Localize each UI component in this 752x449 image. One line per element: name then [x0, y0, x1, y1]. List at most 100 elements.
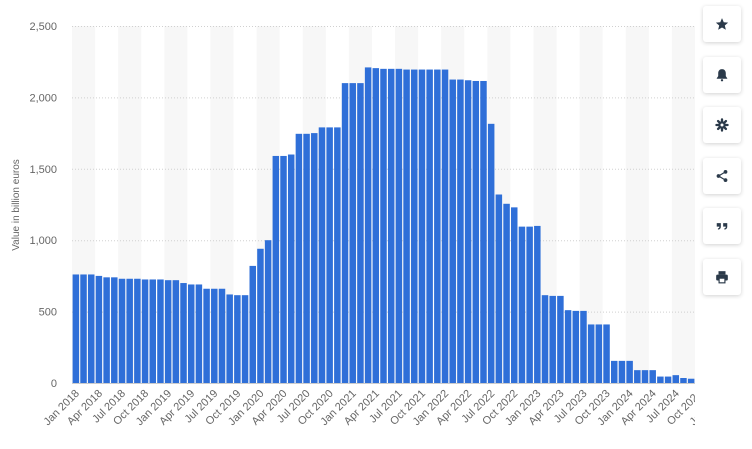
bar[interactable] [211, 288, 218, 383]
favorite-button[interactable] [703, 6, 741, 42]
bar[interactable] [564, 310, 572, 383]
bar[interactable] [495, 194, 503, 384]
bar[interactable] [649, 370, 656, 383]
bar[interactable] [618, 360, 626, 383]
bar[interactable] [526, 226, 533, 383]
bar[interactable] [672, 375, 680, 383]
bar[interactable] [395, 68, 403, 383]
bar[interactable] [249, 265, 256, 383]
bar[interactable] [557, 295, 564, 383]
bar[interactable] [480, 80, 487, 383]
bar[interactable] [234, 295, 241, 383]
notification-button[interactable] [703, 56, 741, 93]
bar[interactable] [434, 69, 441, 384]
bar[interactable] [364, 67, 372, 383]
bar[interactable] [657, 376, 664, 383]
bar[interactable] [441, 69, 449, 384]
bar[interactable] [457, 79, 464, 384]
bar[interactable] [272, 155, 280, 383]
bar[interactable] [226, 294, 233, 383]
printer-icon [716, 271, 728, 284]
bar[interactable] [464, 80, 472, 383]
bar[interactable] [164, 280, 172, 383]
bar[interactable] [572, 310, 580, 383]
bar[interactable] [518, 226, 526, 383]
bar[interactable] [334, 127, 341, 383]
bar[interactable] [626, 360, 633, 383]
bar[interactable] [664, 376, 672, 383]
share-button[interactable] [703, 157, 741, 194]
bar[interactable] [595, 324, 603, 383]
background-band [671, 26, 695, 383]
y-tick-label: 1,500 [29, 164, 57, 176]
y-tick-label: 0 [51, 378, 57, 390]
bar[interactable] [149, 279, 156, 383]
bar[interactable] [587, 324, 595, 383]
bar[interactable] [218, 288, 226, 383]
bar[interactable] [72, 274, 80, 383]
bar[interactable] [411, 69, 418, 384]
background-band [579, 26, 603, 383]
bar[interactable] [195, 284, 203, 383]
bar[interactable] [418, 69, 426, 384]
bar[interactable] [264, 240, 272, 383]
bar[interactable] [311, 133, 318, 383]
y-tick-label: 2,000 [29, 92, 57, 104]
bar[interactable] [680, 378, 687, 383]
bar[interactable] [511, 207, 518, 383]
cite-button[interactable] [703, 208, 741, 245]
bar[interactable] [103, 277, 110, 383]
bar[interactable] [241, 295, 249, 383]
bar[interactable] [280, 155, 287, 383]
bar[interactable] [203, 288, 210, 383]
bar[interactable] [634, 370, 641, 383]
bar[interactable] [403, 69, 410, 384]
bars [72, 67, 695, 384]
bar[interactable] [687, 378, 695, 383]
bar[interactable] [134, 278, 141, 383]
bar[interactable] [372, 68, 380, 383]
bar[interactable] [141, 279, 149, 383]
bar[interactable] [641, 370, 649, 383]
bar[interactable] [318, 127, 326, 383]
bar[interactable] [172, 280, 180, 383]
bar[interactable] [80, 274, 87, 383]
bar[interactable] [611, 360, 618, 383]
bar[interactable] [180, 283, 187, 383]
bar[interactable] [380, 68, 387, 383]
bar[interactable] [126, 278, 133, 383]
bar[interactable] [111, 277, 118, 383]
bar[interactable] [287, 154, 295, 383]
bar[interactable] [295, 133, 303, 383]
bar[interactable] [341, 83, 349, 384]
bar[interactable] [426, 69, 433, 384]
bar[interactable] [387, 68, 395, 383]
bar[interactable] [357, 83, 364, 384]
bar[interactable] [349, 83, 356, 384]
print-button[interactable] [703, 258, 741, 295]
bar[interactable] [534, 225, 541, 383]
bar[interactable] [157, 279, 164, 383]
bar[interactable] [257, 248, 264, 383]
bar[interactable] [487, 123, 495, 383]
bar[interactable] [541, 295, 549, 383]
bar[interactable] [87, 274, 95, 383]
bar[interactable] [187, 284, 195, 383]
bar[interactable] [118, 278, 126, 383]
y-axis-label: Value in billion euros [11, 159, 22, 251]
bar[interactable] [472, 80, 480, 383]
bar[interactable] [95, 275, 103, 383]
bar[interactable] [503, 203, 510, 383]
background-band [625, 26, 649, 383]
bar[interactable] [449, 79, 456, 384]
bar[interactable] [549, 295, 556, 383]
bar[interactable] [580, 310, 587, 383]
star-icon [715, 18, 729, 30]
bar[interactable] [303, 133, 310, 383]
bell-icon [716, 68, 728, 82]
bar[interactable] [326, 127, 333, 383]
settings-button[interactable] [703, 107, 741, 144]
bar[interactable] [603, 324, 610, 383]
